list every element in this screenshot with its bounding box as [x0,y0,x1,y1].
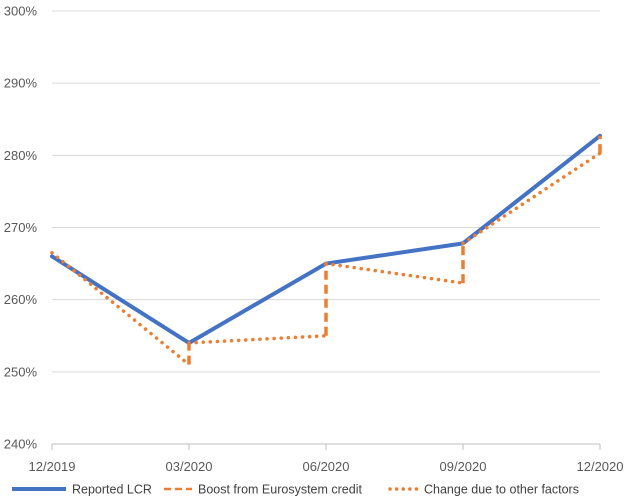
series-segment-other-factors [461,151,602,246]
y-tick-label: 280% [4,148,38,163]
y-tick-label: 270% [4,220,38,235]
series-segment-other-factors [50,251,191,367]
y-tick-label: 300% [4,4,38,19]
series-line-reported-lcr [50,133,602,345]
y-axis-ticks: 240% 250% 260% 270% 280% 290% 300% [4,4,38,452]
x-tick-label: 03/2020 [166,459,213,474]
series-layer [50,133,602,367]
legend: Reported LCR Boost from Eurosystem credit… [12,483,579,497]
y-tick-label: 290% [4,76,38,91]
legend-label: Change due to other factors [424,483,579,497]
legend-label: Boost from Eurosystem credit [198,483,362,497]
y-tick-label: 240% [4,437,38,452]
series-segment-other-factors [187,334,328,345]
x-tick-label: 12/2019 [29,459,76,474]
x-axis-ticks: 12/2019 03/2020 06/2020 09/2020 12/2020 [29,444,624,474]
x-tick-label: 09/2020 [440,459,487,474]
y-tick-label: 260% [4,292,38,307]
grid-layer [52,10,600,445]
x-tick-label: 06/2020 [303,459,350,474]
y-tick-label: 250% [4,364,38,379]
x-tick-label: 12/2020 [577,459,624,474]
legend-label: Reported LCR [72,483,152,497]
series-segment-other-factors [324,261,465,285]
